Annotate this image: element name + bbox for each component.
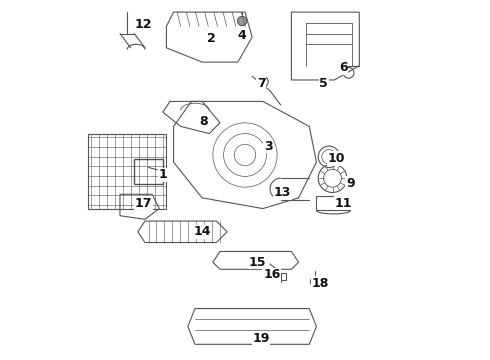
Text: 19: 19	[252, 333, 270, 346]
Text: 9: 9	[346, 177, 355, 190]
Text: 6: 6	[339, 61, 347, 74]
Text: 11: 11	[335, 197, 352, 210]
Text: 2: 2	[207, 32, 216, 45]
Text: 18: 18	[311, 277, 329, 290]
Text: 16: 16	[263, 268, 280, 281]
Text: 5: 5	[319, 77, 328, 90]
Text: 4: 4	[237, 29, 246, 42]
Text: 15: 15	[249, 256, 266, 269]
Text: 12: 12	[134, 18, 152, 31]
Text: 13: 13	[274, 186, 291, 199]
Text: 8: 8	[199, 114, 208, 127]
Text: 1: 1	[158, 168, 167, 181]
Text: 14: 14	[194, 225, 211, 238]
Text: 17: 17	[134, 197, 152, 210]
Circle shape	[238, 17, 247, 26]
Text: 3: 3	[264, 140, 272, 153]
Text: 10: 10	[327, 152, 345, 165]
Text: 7: 7	[257, 77, 266, 90]
